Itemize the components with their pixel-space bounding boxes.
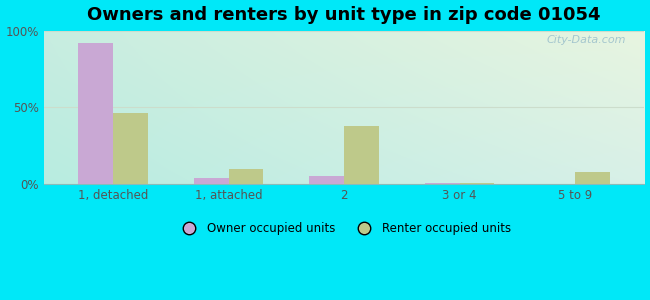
Bar [344, 126, 379, 184]
Title: Owners and renters by unit type in zip code 01054: Owners and renters by unit type in zip c… [87, 6, 601, 24]
Bar [79, 43, 113, 184]
Bar [194, 178, 229, 184]
Bar [460, 183, 494, 184]
Text: City-Data.com: City-Data.com [547, 35, 627, 45]
Bar [425, 183, 460, 184]
Bar [309, 176, 344, 184]
Bar [575, 172, 610, 184]
Bar [229, 169, 263, 184]
Legend: Owner occupied units, Renter occupied units: Owner occupied units, Renter occupied un… [172, 217, 516, 239]
Bar [113, 113, 148, 184]
